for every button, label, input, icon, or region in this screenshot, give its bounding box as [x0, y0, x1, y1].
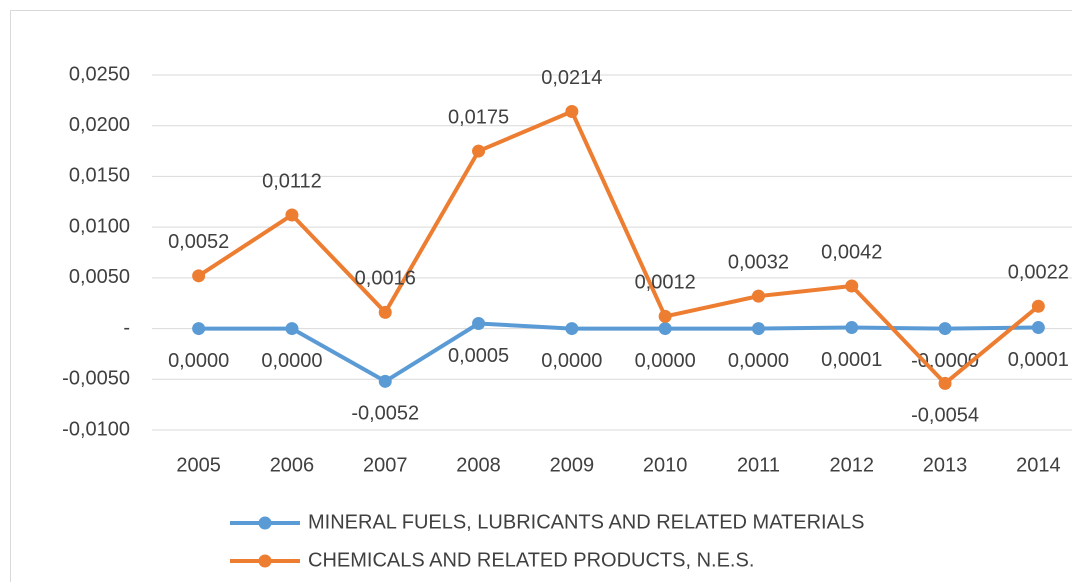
data-point [472, 144, 486, 158]
y-tick-label: -0,0100 [62, 418, 130, 440]
data-point [938, 376, 952, 390]
data-point [285, 322, 299, 336]
data-point [845, 321, 859, 335]
data-point [751, 322, 765, 336]
y-tick-label: - [123, 317, 130, 339]
x-tick-label: 2014 [1016, 454, 1061, 476]
series-line [198, 321, 1039, 384]
data-label: -0,0052 [351, 403, 419, 425]
x-tick-label: 2009 [550, 454, 595, 476]
data-label: -0,0054 [911, 405, 979, 427]
data-point [1031, 299, 1045, 313]
data-label: 0,0042 [821, 241, 882, 263]
y-tick-label: 0,0050 [69, 266, 130, 288]
legend-label: MINERAL FUELS, LUBRICANTS AND RELATED MA… [308, 511, 864, 533]
legend-marker [258, 554, 272, 568]
data-point [658, 309, 672, 323]
y-tick-label: -0,0050 [62, 368, 130, 390]
data-label: 0,0214 [541, 67, 602, 89]
data-point [192, 269, 206, 283]
data-point [658, 322, 672, 336]
data-point [938, 322, 952, 336]
data-label: 0,0000 [261, 350, 322, 372]
x-tick-label: 2011 [737, 454, 780, 476]
data-point [751, 289, 765, 303]
x-tick-label: 2008 [456, 454, 501, 476]
data-point [192, 322, 206, 336]
series-line [197, 109, 1040, 386]
data-point [1031, 321, 1045, 335]
legend-label: CHEMICALS AND RELATED PRODUCTS, N.E.S. [308, 549, 754, 571]
data-point [472, 317, 486, 330]
y-tick-label: 0,0100 [69, 215, 130, 237]
chart-border [10, 10, 1072, 582]
data-label: 0,0175 [448, 106, 509, 128]
data-label: 0,0000 [168, 350, 229, 372]
data-label: 0,0001 [821, 349, 882, 371]
x-tick-label: 2012 [830, 454, 875, 476]
data-label: 0,0016 [355, 268, 416, 290]
data-label: 0,0005 [448, 345, 509, 367]
y-tick-label: 0,0200 [69, 114, 130, 136]
data-label: 0,0000 [541, 350, 602, 372]
x-tick-label: 2013 [923, 454, 968, 476]
data-label: 0,0112 [262, 170, 322, 192]
x-tick-label: 2007 [363, 454, 408, 476]
data-point [565, 322, 579, 336]
x-tick-label: 2006 [270, 454, 315, 476]
legend-marker [258, 516, 272, 530]
data-label: 0,0001 [1008, 349, 1069, 371]
data-label: 0,0032 [728, 251, 789, 273]
x-tick-label: 2005 [176, 454, 221, 476]
y-tick-label: 0,0150 [69, 165, 130, 187]
data-label: 0,0000 [635, 350, 696, 372]
data-label: 0,0012 [635, 272, 696, 294]
data-point [285, 208, 299, 222]
data-point [378, 374, 392, 388]
data-label: 0,0000 [728, 350, 789, 372]
x-tick-label: 2010 [643, 454, 688, 476]
y-tick-label: 0,0250 [69, 63, 130, 85]
data-label: 0,0052 [168, 231, 229, 253]
data-label: 0,0022 [1008, 262, 1069, 284]
data-point [378, 305, 392, 319]
data-point [845, 279, 859, 293]
data-point [565, 105, 579, 119]
